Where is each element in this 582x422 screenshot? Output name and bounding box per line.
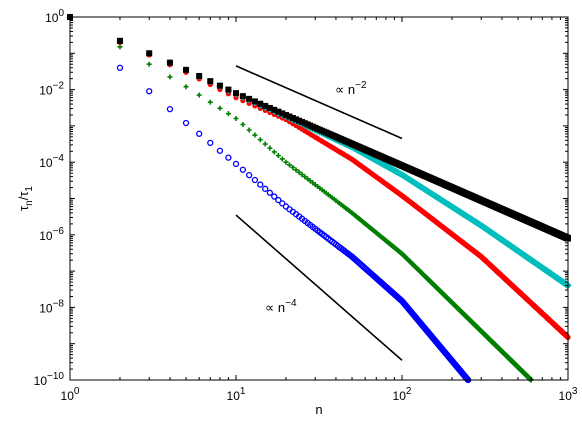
- data-point: [183, 84, 189, 90]
- data-point: [271, 106, 278, 113]
- reference-line-label: ∝ n−4: [265, 298, 297, 315]
- data-point: [286, 162, 292, 168]
- data-point: [116, 64, 124, 71]
- data-point: [246, 95, 253, 102]
- data-point: [239, 93, 246, 100]
- data-point: [225, 86, 232, 93]
- data-point: [289, 114, 296, 121]
- data-point: [207, 139, 214, 146]
- data-point: [240, 122, 246, 128]
- reference-line-label: ∝ n−2: [335, 80, 367, 97]
- data-point: [146, 88, 153, 95]
- data-point: [262, 185, 269, 192]
- plot-frame: [69, 16, 569, 381]
- data-point: [167, 74, 173, 80]
- data-point: [282, 111, 289, 118]
- x-tick-labels: 100 101 102 103: [61, 386, 578, 403]
- data-point: [245, 171, 253, 179]
- reference-line: [235, 214, 403, 361]
- data-point: [283, 159, 289, 165]
- data-point: [299, 172, 305, 178]
- series-square: [67, 14, 571, 242]
- data-point: [279, 156, 285, 162]
- data-point: [233, 95, 239, 101]
- data-point: [117, 44, 123, 50]
- data-point: [225, 154, 232, 161]
- data-point: [290, 164, 296, 170]
- x-tick-label: 102: [393, 386, 412, 403]
- data-point: [207, 99, 213, 105]
- data-point: [196, 72, 203, 79]
- data-point: [146, 61, 152, 67]
- data-point: [275, 153, 281, 159]
- data-point: [275, 196, 282, 204]
- series-diamond: [66, 13, 572, 290]
- data-point: [116, 37, 123, 44]
- x-tick-label: 100: [61, 386, 80, 403]
- y-tick-label: 10−6: [39, 226, 64, 243]
- data-point: [166, 59, 173, 66]
- data-point: [293, 167, 299, 173]
- data-point: [279, 110, 286, 117]
- reference-lines: [235, 65, 403, 361]
- data-point: [233, 90, 239, 97]
- y-tick-label: 10−2: [39, 81, 64, 98]
- x-tick-label: 101: [227, 386, 246, 403]
- data-point: [239, 166, 247, 173]
- y-tick-label: 100: [45, 8, 64, 25]
- data-point: [266, 104, 273, 111]
- data-point: [271, 193, 278, 200]
- y-tick-labels: 100 10−2 10−4 10−6 10−8 10−10: [34, 8, 65, 388]
- data-point: [257, 181, 264, 188]
- data-point: [271, 149, 277, 155]
- data-point: [217, 105, 223, 111]
- x-tick-label: 103: [559, 386, 578, 403]
- data-series: [66, 13, 572, 384]
- y-axis-title: τn/τ1: [16, 186, 35, 211]
- y-tick-label: 10−8: [39, 298, 64, 315]
- data-point: [146, 50, 153, 57]
- data-point: [257, 100, 264, 107]
- data-point: [225, 111, 231, 117]
- data-point: [251, 98, 258, 105]
- y-tick-label: 10−10: [34, 371, 65, 388]
- data-point: [302, 174, 308, 180]
- reference-line: [235, 65, 403, 140]
- data-point: [251, 176, 259, 184]
- data-point: [293, 116, 300, 123]
- data-point: [286, 113, 293, 120]
- series-plus: [67, 14, 534, 383]
- data-point: [233, 115, 239, 121]
- annotations: ∝ n−2 ∝ n−4: [265, 80, 367, 315]
- data-point: [275, 108, 282, 115]
- data-point: [252, 132, 258, 138]
- data-point: [196, 130, 203, 137]
- data-point: [305, 176, 311, 182]
- data-point: [207, 78, 214, 85]
- data-point: [196, 92, 202, 98]
- data-point: [216, 147, 224, 154]
- axis-ticks: [69, 16, 569, 381]
- data-point: [262, 141, 268, 147]
- data-point: [232, 160, 240, 168]
- data-point: [267, 145, 273, 151]
- data-point: [266, 189, 274, 196]
- data-point: [262, 102, 269, 109]
- data-point: [182, 119, 190, 127]
- data-point: [246, 127, 252, 133]
- data-point: [257, 137, 263, 143]
- data-point: [307, 178, 313, 184]
- data-point: [216, 82, 223, 89]
- data-point: [296, 169, 302, 175]
- x-axis-title: n: [315, 402, 322, 417]
- data-point: [183, 66, 190, 73]
- y-tick-label: 10−4: [39, 153, 64, 170]
- data-point: [279, 200, 286, 207]
- series-dot: [67, 14, 571, 340]
- series-circle: [66, 13, 472, 384]
- data-point: [166, 105, 174, 113]
